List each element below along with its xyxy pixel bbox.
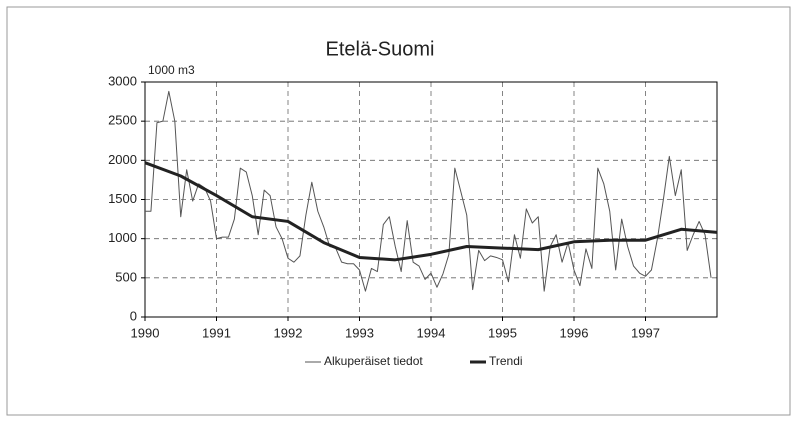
x-tick-label: 1997 [631, 325, 660, 340]
legend-label: Trendi [489, 354, 523, 368]
y-tick-label: 1500 [108, 191, 137, 206]
y-tick-label: 1000 [108, 230, 137, 245]
x-tick-label: 1992 [274, 325, 303, 340]
y-axis-label: 1000 m3 [148, 63, 195, 77]
x-tick-label: 1996 [560, 325, 589, 340]
y-tick-label: 0 [130, 308, 137, 323]
series-line [144, 161, 718, 262]
x-tick-label: 1993 [345, 325, 374, 340]
legend-label: Alkuperäiset tiedot [324, 354, 423, 368]
y-tick-label: 3000 [108, 73, 137, 88]
chart-title: Etelä-Suomi [326, 38, 435, 60]
x-tick-label: 1991 [202, 325, 231, 340]
y-tick-label: 2000 [108, 152, 137, 167]
plot-area [144, 81, 718, 318]
frame [6, 6, 791, 416]
x-tick-label: 1994 [417, 325, 446, 340]
x-tick-label: 1990 [131, 325, 160, 340]
series-line [145, 90, 712, 292]
y-tick-label: 2500 [108, 113, 137, 128]
y-tick-label: 500 [115, 269, 137, 284]
x-tick-label: 1995 [488, 325, 517, 340]
